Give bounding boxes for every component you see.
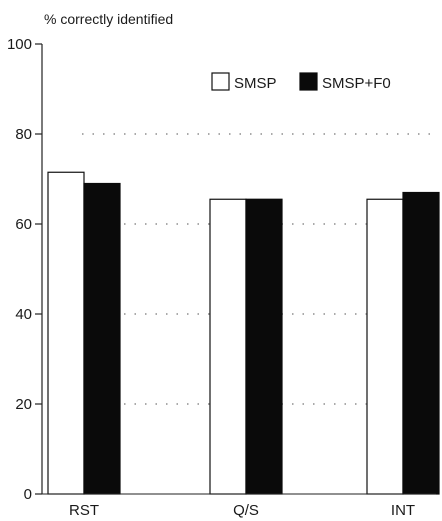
legend: SMSP SMSP+F0: [211, 72, 391, 92]
x-category-labels: RST Q/S INT: [69, 502, 415, 519]
y-tick-label: 60: [15, 216, 32, 233]
legend-swatch-smsp: [211, 72, 230, 91]
y-tick-labels: 0 20 40 60 80 100: [7, 36, 32, 503]
y-axis: [35, 43, 436, 495]
bar-smsp-rst: [47, 171, 85, 495]
x-category-label: INT: [391, 502, 415, 519]
x-category-label: RST: [69, 502, 99, 519]
x-category-label: Q/S: [233, 502, 259, 519]
bar-smsp-f0-q-s: [245, 198, 283, 495]
legend-label: SMSP+F0: [322, 75, 391, 92]
y-tick-label: 80: [15, 126, 32, 143]
bars: [47, 171, 440, 495]
legend-label: SMSP: [234, 75, 277, 92]
bar-smsp-q-s: [209, 198, 247, 495]
legend-swatch-smsp-f0: [299, 72, 318, 91]
bar-smsp-f0-int: [402, 191, 440, 495]
y-axis-title: % correctly identified: [44, 11, 173, 27]
bar-smsp-int: [366, 198, 404, 495]
y-tick-label: 100: [7, 36, 32, 53]
y-tick-label: 0: [24, 486, 32, 503]
bar-smsp-f0-rst: [83, 182, 121, 495]
y-tick-label: 20: [15, 396, 32, 413]
y-tick-label: 40: [15, 306, 32, 323]
